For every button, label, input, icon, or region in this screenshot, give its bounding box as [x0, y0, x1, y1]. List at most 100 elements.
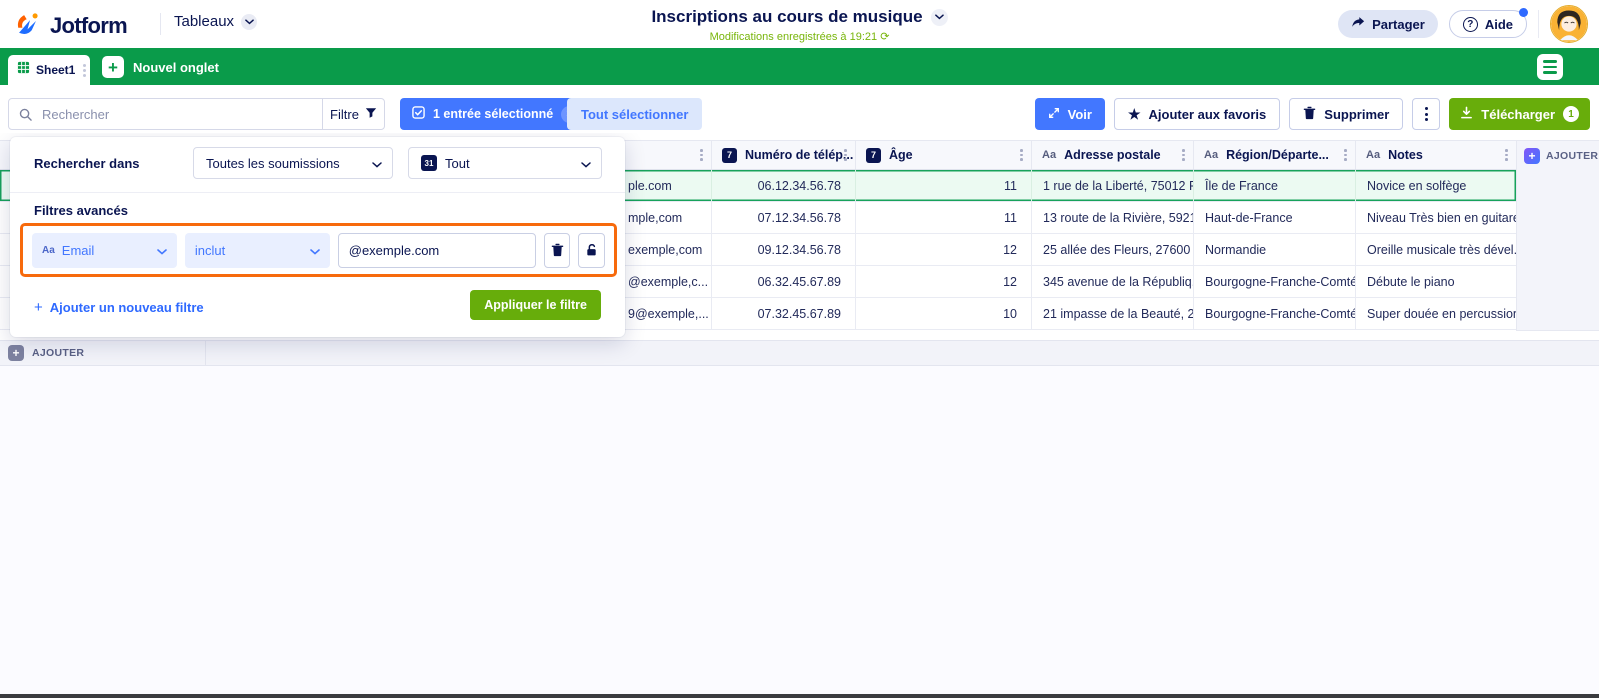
cell-region[interactable]: Bourgogne-Franche-Comté — [1194, 298, 1356, 329]
select-all-button[interactable]: Tout sélectionner — [567, 98, 703, 130]
add-column-button[interactable]: + AJOUTER — [1517, 141, 1599, 171]
add-row-button[interactable]: + AJOUTER — [0, 340, 1599, 366]
column-header-age[interactable]: 7 Âge — [856, 141, 1032, 169]
filter-operator-select[interactable]: inclut — [184, 232, 330, 268]
cell-email[interactable]: 9@exemple,... — [0, 298, 712, 329]
cell-email[interactable]: mple,com — [0, 202, 712, 233]
cell-address[interactable]: 25 allée des Fleurs, 27600 ... — [1032, 234, 1194, 265]
refresh-icon: ⟳ — [880, 31, 890, 43]
chevron-down-icon — [157, 243, 167, 258]
column-header-notes[interactable]: Aa Notes — [1356, 141, 1516, 169]
cell-age[interactable]: 10 — [856, 298, 1032, 329]
page-title: Inscriptions au cours de musique — [651, 7, 923, 26]
date-range-select[interactable]: 31 Tout — [408, 147, 602, 179]
cell-phone[interactable]: 07.12.34.56.78 — [712, 202, 856, 233]
add-column-zone: + AJOUTER — [1516, 140, 1599, 331]
cell-email[interactable]: exemple,com — [0, 234, 712, 265]
cell-phone[interactable]: 07.32.45.67.89 — [712, 298, 856, 329]
cell-phone[interactable]: 06.12.34.56.78 — [712, 170, 856, 201]
share-button[interactable]: Partager — [1338, 10, 1438, 38]
tab-label: Sheet1 — [36, 63, 76, 77]
cell-region[interactable]: Normandie — [1194, 234, 1356, 265]
help-button[interactable]: ? Aide — [1448, 8, 1528, 38]
cell-notes[interactable]: Super douée en percussions — [1367, 306, 1516, 321]
text-field-icon: Aa — [1204, 149, 1219, 161]
apply-filter-button[interactable]: Appliquer le filtre — [470, 290, 601, 320]
search-icon — [9, 108, 32, 121]
sheet-tab-bar: Sheet1 + Nouvel onglet — [0, 48, 1599, 85]
add-new-filter-link[interactable]: + Ajouter un nouveau filtre — [34, 299, 204, 316]
cell-region[interactable]: Bourgogne-Franche-Comté — [1194, 266, 1356, 297]
cell-region[interactable]: Île de France — [1194, 170, 1356, 201]
more-options-button[interactable] — [1412, 98, 1441, 130]
filter-field-select[interactable]: Aa Email — [32, 232, 177, 268]
cell-notes[interactable]: Novice en solfège — [1367, 178, 1467, 193]
cell-notes[interactable]: Débute le piano — [1367, 274, 1455, 289]
new-tab-button[interactable]: + Nouvel onglet — [102, 55, 219, 79]
cell-age[interactable]: 12 — [856, 266, 1032, 297]
empty-canvas — [0, 366, 1599, 694]
cell-notes[interactable]: Niveau Très bien en guitare — [1367, 210, 1516, 225]
plus-icon: + — [34, 299, 43, 316]
expand-icon — [1048, 107, 1060, 122]
cell-phone[interactable]: 06.32.45.67.89 — [712, 266, 856, 297]
panel-divider — [10, 192, 625, 193]
cell-age[interactable]: 12 — [856, 234, 1032, 265]
cell-address[interactable]: 13 route de la Rivière, 5921... — [1032, 202, 1194, 233]
advanced-filters-label: Filtres avancés — [34, 203, 128, 218]
column-menu-icon[interactable] — [1344, 148, 1347, 162]
column-menu-icon[interactable] — [700, 148, 703, 162]
filter-toggle-button[interactable]: Filtre — [322, 99, 384, 129]
calendar-icon: 31 — [421, 155, 437, 171]
view-button[interactable]: Voir — [1034, 98, 1105, 130]
text-field-icon: Aa — [42, 244, 55, 256]
header-actions: Partager ? Aide — [1338, 0, 1599, 48]
search-in-label: Rechercher dans — [34, 156, 140, 171]
search-input[interactable] — [32, 106, 322, 122]
cell-age[interactable]: 11 — [856, 202, 1032, 233]
tab-list-menu-button[interactable] — [1537, 54, 1563, 80]
bottom-edge-strip — [0, 694, 1599, 698]
cell-age[interactable]: 11 — [856, 170, 1032, 201]
tab-sheet1[interactable]: Sheet1 — [8, 55, 90, 85]
jotform-logo[interactable]: Jotform — [14, 10, 128, 42]
column-menu-icon[interactable] — [1020, 148, 1023, 162]
product-switcher[interactable]: Tableaux — [174, 13, 258, 30]
user-avatar[interactable] — [1550, 5, 1588, 43]
column-menu-icon[interactable] — [1182, 148, 1185, 162]
header-divider — [1538, 10, 1539, 38]
column-header-phone[interactable]: 7 Numéro de télép... — [712, 141, 856, 169]
chevron-down-icon — [309, 243, 320, 258]
title-chevron-down-icon[interactable] — [930, 8, 948, 26]
cell-email[interactable]: @exemple,c... — [0, 266, 712, 297]
cell-notes[interactable]: Oreille musicale très dével... — [1367, 242, 1516, 257]
column-menu-icon[interactable] — [1505, 148, 1508, 162]
funnel-icon — [365, 107, 377, 122]
delete-filter-button[interactable] — [543, 232, 571, 268]
scope-select[interactable]: Toutes les soumissions — [193, 147, 393, 179]
column-header-email[interactable] — [0, 141, 712, 169]
cell-address[interactable]: 1 rue de la Liberté, 75012 P... — [1032, 170, 1194, 201]
toolbar-right-actions: Voir ★ Ajouter aux favoris Supprimer Tél… — [1034, 98, 1590, 130]
column-header-region[interactable]: Aa Région/Départe... — [1194, 141, 1356, 169]
download-button[interactable]: Télécharger 1 — [1449, 98, 1590, 130]
plus-icon: + — [102, 56, 124, 78]
chevron-down-icon — [372, 156, 382, 171]
filter-value-input[interactable] — [337, 232, 536, 268]
cell-address[interactable]: 21 impasse de la Beauté, 2... — [1032, 298, 1194, 329]
lock-filter-button[interactable] — [578, 232, 605, 268]
column-menu-icon[interactable] — [844, 148, 847, 162]
add-to-favorites-button[interactable]: ★ Ajouter aux favoris — [1113, 98, 1281, 130]
text-field-icon: Aa — [1042, 149, 1057, 161]
cell-email[interactable]: ple.com — [0, 170, 712, 201]
plus-icon: + — [1524, 148, 1540, 164]
column-header-address[interactable]: Aa Adresse postale — [1032, 141, 1194, 169]
selection-count-button[interactable]: 1 entrée sélectionné ✕ — [400, 98, 589, 130]
delete-button[interactable]: Supprimer — [1289, 98, 1404, 130]
trash-icon — [1303, 106, 1316, 123]
cell-address[interactable]: 345 avenue de la Républiq... — [1032, 266, 1194, 297]
cell-region[interactable]: Haut-de-France — [1194, 202, 1356, 233]
search-box: Filtre — [8, 98, 385, 130]
cell-phone[interactable]: 09.12.34.56.78 — [712, 234, 856, 265]
tab-kebab-icon[interactable] — [83, 63, 87, 77]
